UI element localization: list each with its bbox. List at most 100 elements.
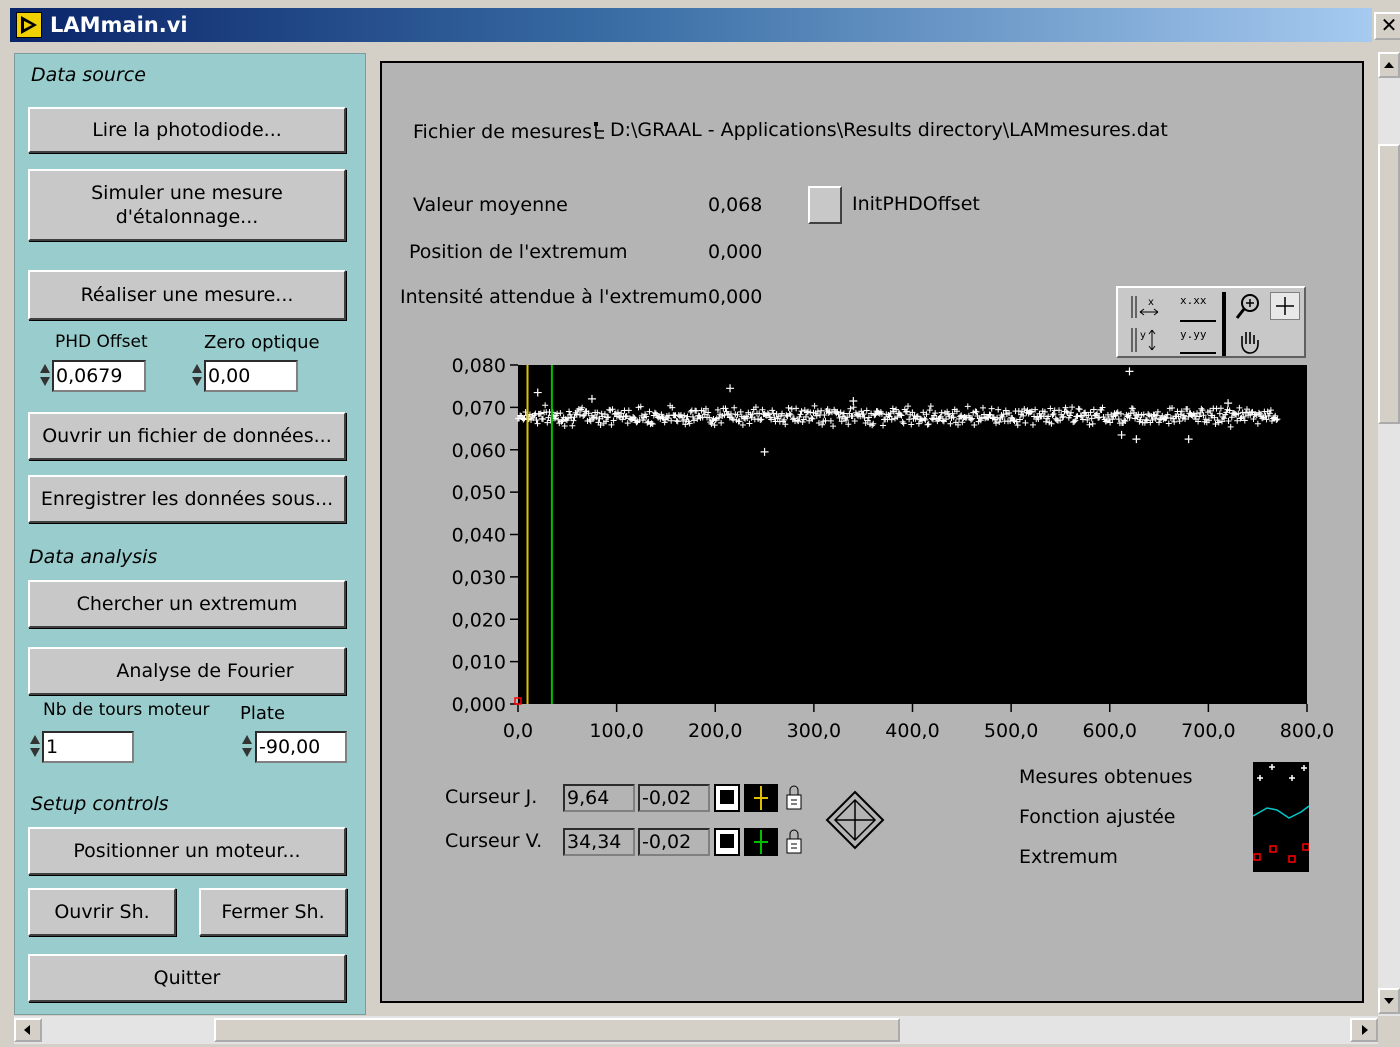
- y-tick-label: 0,000: [452, 694, 506, 716]
- data-point: [593, 414, 600, 421]
- read-photodiode-button[interactable]: Lire la photodiode...: [28, 107, 346, 153]
- nb-tours-stepper[interactable]: [30, 731, 40, 763]
- data-point: [1176, 418, 1183, 425]
- horizontal-scrollbar[interactable]: [14, 1016, 1378, 1044]
- cursor-j-label: Curseur J.: [445, 786, 538, 808]
- data-point: [748, 414, 755, 421]
- data-point: [1072, 417, 1079, 424]
- data-point: [878, 410, 885, 417]
- crosshair-tool-icon[interactable]: [1270, 292, 1300, 320]
- plate-stepper[interactable]: [242, 731, 252, 763]
- cursor-j-y-field[interactable]: -0,02: [638, 784, 710, 812]
- legend-swatches: [1252, 762, 1310, 872]
- cursor-v-color-swatch[interactable]: [744, 828, 778, 856]
- init-phd-offset-toggle[interactable]: [808, 186, 842, 224]
- data-point: [1084, 416, 1091, 423]
- data-point: [730, 416, 737, 423]
- pan-hand-icon[interactable]: [1234, 326, 1264, 356]
- phd-offset-stepper[interactable]: [40, 360, 50, 392]
- zero-optique-field[interactable]: 0,00: [204, 360, 298, 392]
- zoom-icon[interactable]: [1234, 292, 1264, 322]
- cursor-v-style-button[interactable]: [714, 828, 740, 856]
- data-point: [979, 404, 986, 411]
- data-point: [649, 420, 656, 427]
- data-point: [674, 418, 681, 425]
- data-point: [731, 404, 738, 411]
- cursor-j-lock-icon[interactable]: [784, 784, 804, 812]
- extremum-position-value: 0,000: [708, 241, 763, 263]
- data-point: [623, 413, 630, 420]
- simulate-measurement-button[interactable]: Simuler une mesure d'étalonnage...: [28, 169, 346, 241]
- data-point: [1273, 416, 1280, 423]
- data-point: [681, 412, 688, 419]
- data-point: [1202, 416, 1209, 423]
- data-point: [977, 417, 984, 424]
- save-data-as-button[interactable]: Enregistrer les données sous...: [28, 475, 346, 523]
- x-tick-label: 600,0: [1083, 720, 1137, 742]
- find-extremum-button[interactable]: Chercher un extremum: [28, 580, 346, 628]
- data-point: [880, 422, 887, 429]
- data-point: [1164, 411, 1171, 418]
- plate-field[interactable]: -90,00: [255, 731, 347, 763]
- data-point: [871, 412, 878, 419]
- position-motor-button[interactable]: Positionner un moteur...: [28, 827, 346, 875]
- cursor-j-color-swatch[interactable]: [744, 784, 778, 812]
- data-point: [1257, 410, 1264, 417]
- data-point-outlier: [1132, 435, 1141, 444]
- data-point: [863, 407, 870, 414]
- cursor-move-diamond-icon[interactable]: [825, 790, 885, 850]
- y-autoscale-icon[interactable]: y: [1128, 326, 1162, 354]
- data-point: [643, 413, 650, 420]
- close-button[interactable]: ✕: [1374, 12, 1400, 40]
- data-point: [818, 407, 825, 414]
- y-format-icon[interactable]: y.yy: [1180, 328, 1216, 354]
- scroll-up-button[interactable]: [1378, 52, 1400, 78]
- open-shutter-button[interactable]: Ouvrir Sh.: [28, 888, 176, 936]
- data-point: [1027, 409, 1034, 416]
- data-point: [542, 402, 549, 409]
- data-point: [788, 405, 795, 412]
- scroll-right-button[interactable]: [1350, 1018, 1378, 1042]
- cursor-v-x-field[interactable]: 34,34: [563, 828, 635, 856]
- phd-offset-field[interactable]: 0,0679: [52, 360, 146, 392]
- y-tick-label: 0,070: [452, 397, 506, 419]
- extremum-marker: [514, 697, 522, 705]
- data-point: [1020, 412, 1027, 419]
- data-point: [813, 412, 820, 419]
- cursor-v-y-field[interactable]: -0,02: [638, 828, 710, 856]
- data-point: [900, 420, 907, 427]
- vertical-scroll-thumb[interactable]: [1378, 144, 1400, 424]
- open-data-file-button[interactable]: Ouvrir un fichier de données...: [28, 412, 346, 460]
- x-autoscale-icon[interactable]: x: [1128, 294, 1162, 320]
- data-point: [618, 410, 625, 417]
- vertical-scrollbar[interactable]: [1378, 52, 1400, 1016]
- cursor-j-style-button[interactable]: [714, 784, 740, 812]
- data-point: [1140, 411, 1147, 418]
- data-point: [625, 407, 632, 414]
- data-point: [1135, 411, 1142, 418]
- zero-optique-stepper[interactable]: [192, 360, 202, 392]
- data-point: [844, 414, 851, 421]
- close-shutter-button[interactable]: Fermer Sh.: [199, 888, 347, 936]
- cursor-j-x-field[interactable]: 9,64: [563, 784, 635, 812]
- horizontal-scroll-thumb[interactable]: [214, 1018, 900, 1042]
- data-point: [1241, 417, 1248, 424]
- y-tick-label: 0,010: [452, 652, 506, 674]
- data-point: [1169, 404, 1176, 411]
- scroll-left-button[interactable]: [14, 1018, 42, 1042]
- perform-measurement-button[interactable]: Réaliser une mesure...: [28, 270, 346, 320]
- data-point: [1022, 419, 1029, 426]
- quit-button[interactable]: Quitter: [28, 954, 346, 1002]
- data-point: [1265, 413, 1272, 420]
- nb-tours-field[interactable]: 1: [42, 731, 134, 763]
- data-point: [569, 422, 576, 429]
- fourier-analysis-button[interactable]: Analyse de Fourier: [28, 647, 346, 695]
- data-point: [847, 405, 854, 412]
- data-point: [729, 415, 736, 422]
- cursor-v-lock-icon[interactable]: [784, 828, 804, 856]
- data-point: [561, 423, 568, 430]
- data-point: [551, 415, 558, 422]
- x-format-icon[interactable]: x.xx: [1180, 294, 1216, 322]
- data-point: [749, 410, 756, 417]
- scroll-down-button[interactable]: [1378, 988, 1400, 1014]
